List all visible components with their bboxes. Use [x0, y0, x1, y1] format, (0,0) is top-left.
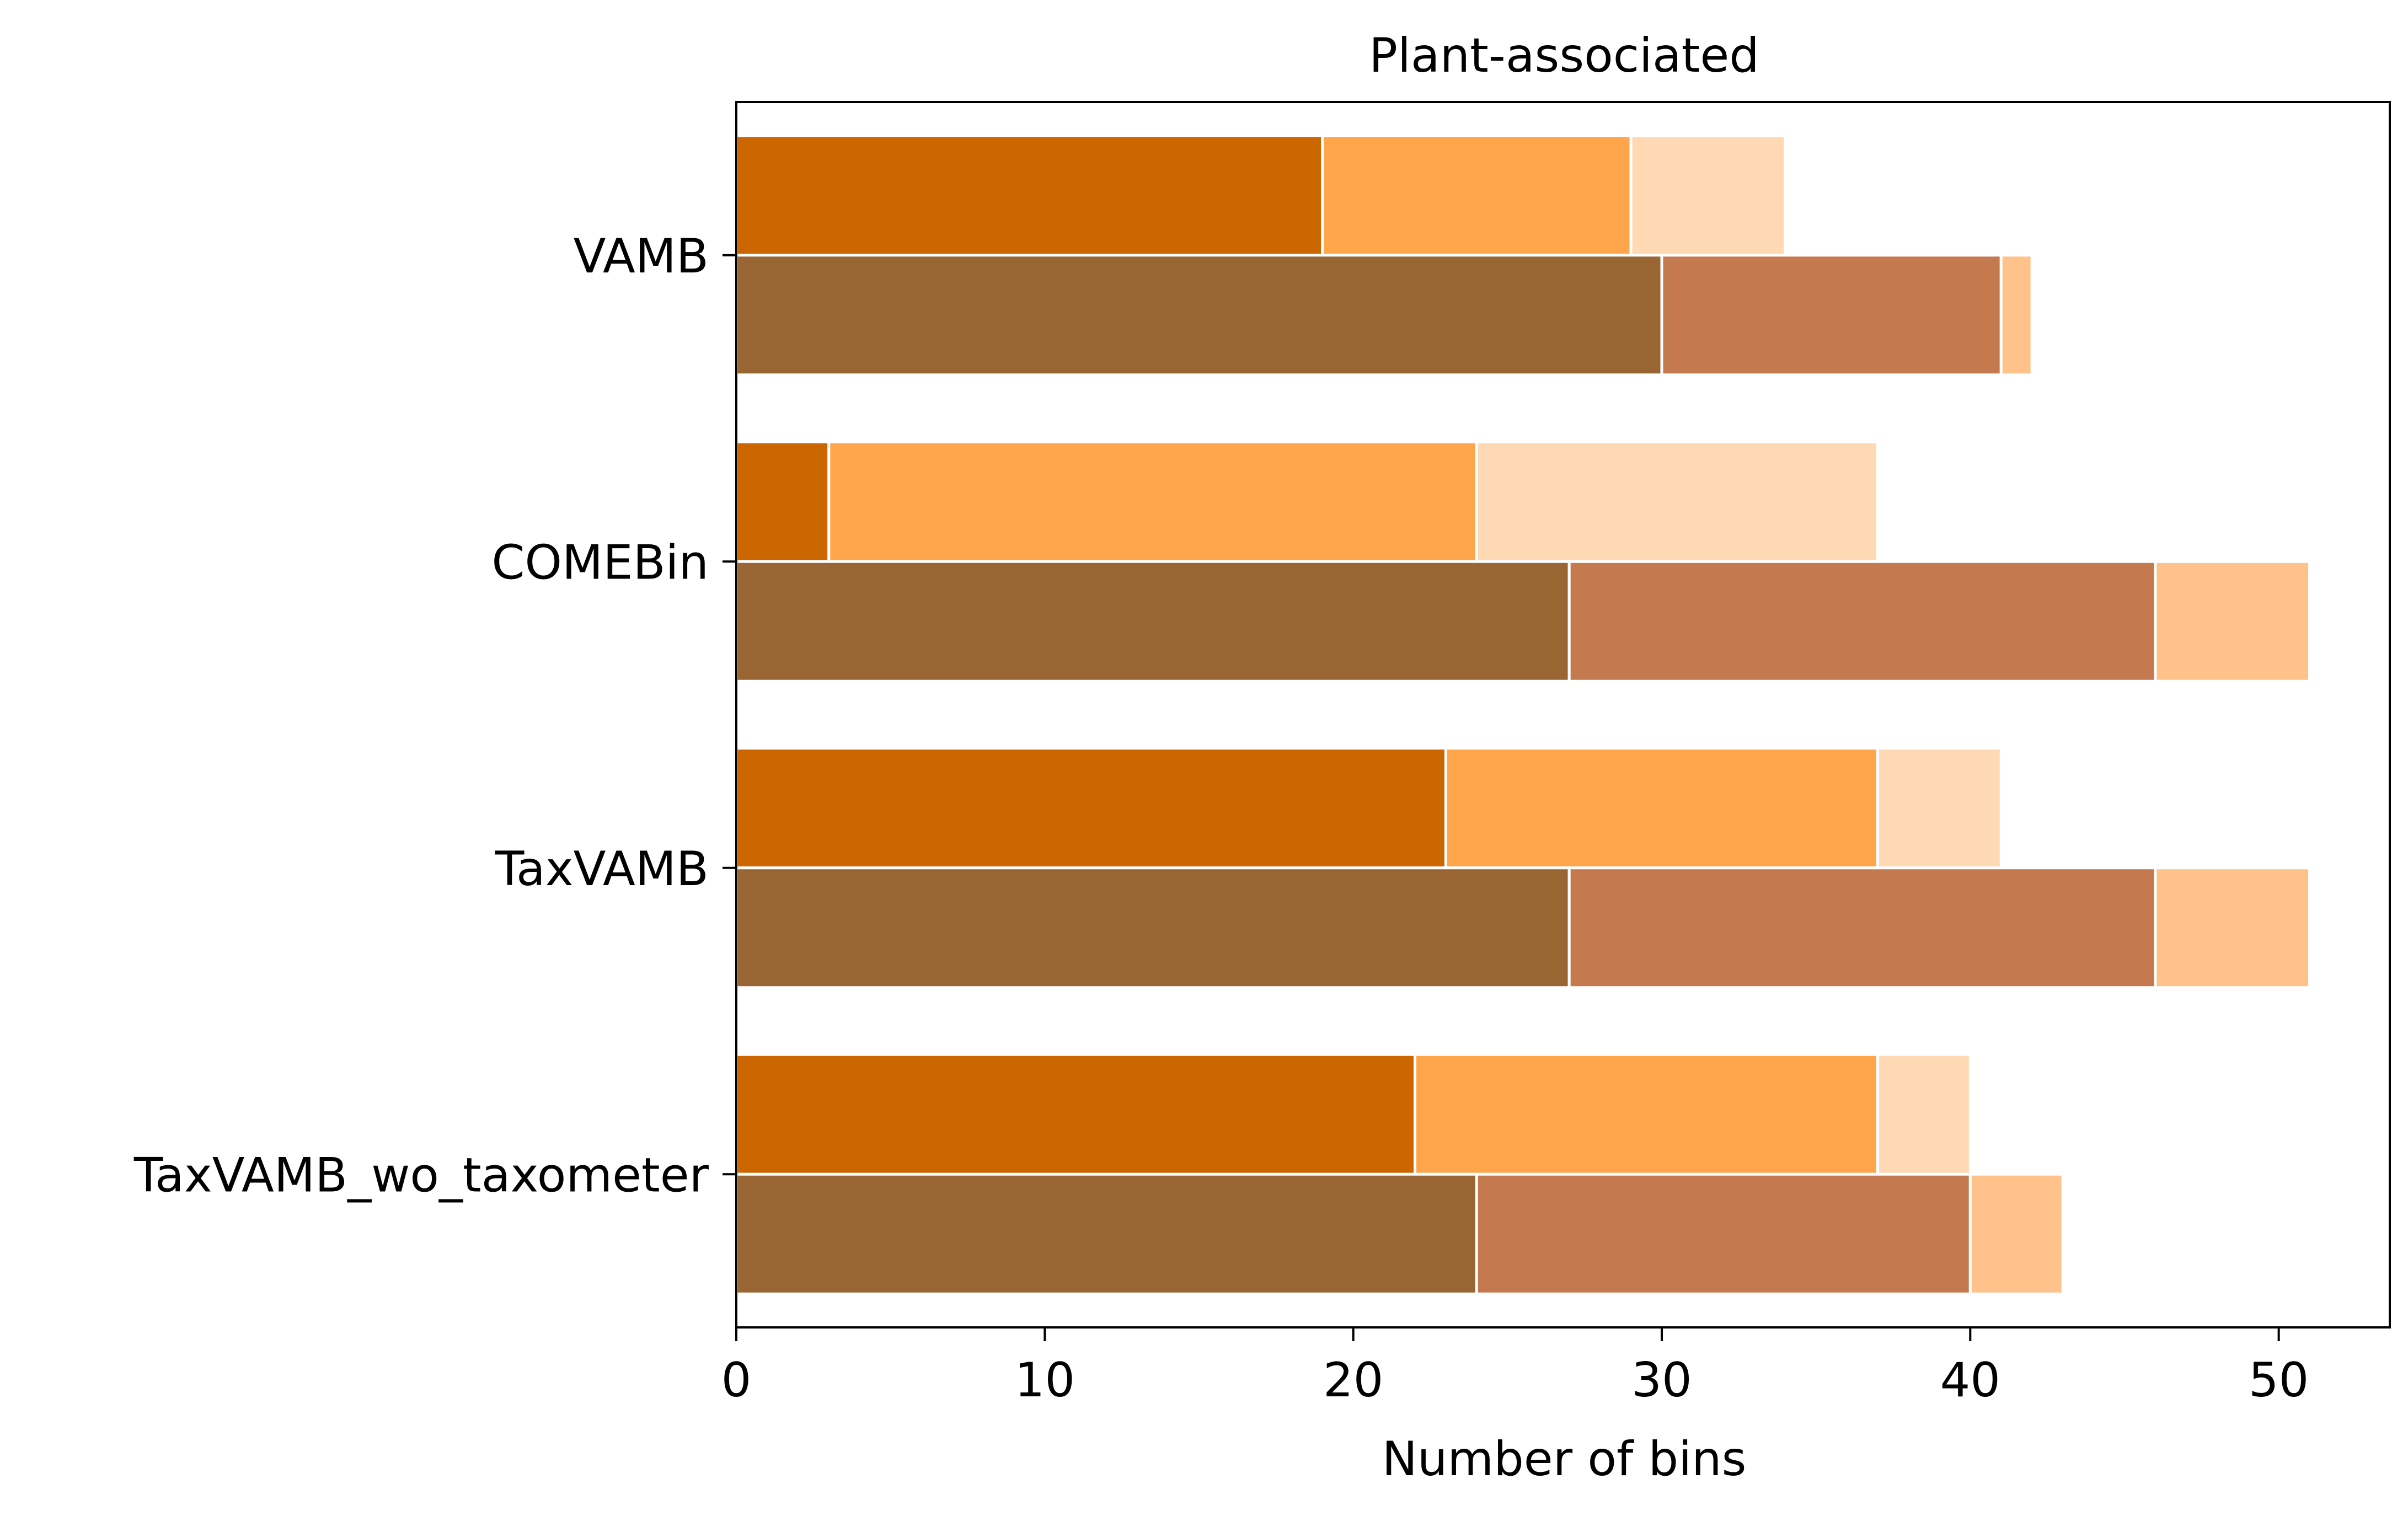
x-axis: 0 10 20 30 40 50 [721, 1327, 2309, 1408]
bar-vamb-upper-segment-3 [1629, 134, 1787, 257]
bar-vamb-lower-segment-3 [1999, 254, 2034, 377]
bar-comebin-lower-segment-2 [1567, 560, 2157, 683]
x-tick-label-40: 40 [1940, 1353, 2000, 1408]
y-tick-label-taxvamb: TaxVAMB [495, 842, 709, 897]
plot-frame [735, 101, 2391, 1328]
bar-comebin-lower-segment-1 [735, 560, 1571, 683]
bar-taxvamb-lower-segment-2 [1567, 866, 2157, 989]
bar-taxvamb-upper-segment-1 [735, 747, 1447, 870]
x-tick-label-30: 30 [1631, 1353, 1692, 1408]
y-tick-label-comebin: COMEBin [491, 535, 709, 590]
bar-taxvamb-wo-taxometer-upper-segment-1 [735, 1053, 1417, 1176]
bar-vamb-lower-segment-1 [735, 254, 1663, 377]
x-tick-label-50: 50 [2249, 1353, 2309, 1408]
bar-taxvamb-lower-segment-1 [735, 866, 1571, 989]
bar-taxvamb-wo-taxometer-lower-segment-3 [1968, 1172, 2064, 1295]
y-tick-label-taxvamb-wo-taxometer: TaxVAMB_wo_taxometer [133, 1148, 709, 1203]
bar-vamb-lower-segment-2 [1660, 254, 2003, 377]
bars-group [735, 134, 2311, 1295]
bar-vamb-upper-segment-2 [1321, 134, 1633, 257]
bar-taxvamb-wo-taxometer-lower-segment-1 [735, 1172, 1478, 1295]
bar-comebin-upper-segment-2 [827, 440, 1478, 563]
bar-taxvamb-wo-taxometer-lower-segment-2 [1475, 1172, 1972, 1295]
bar-comebin-upper-segment-3 [1475, 440, 1880, 563]
bar-taxvamb-wo-taxometer-upper-segment-2 [1414, 1053, 1880, 1176]
bar-taxvamb-upper-segment-2 [1444, 747, 1880, 870]
bar-taxvamb-upper-segment-3 [1876, 747, 2003, 870]
bar-comebin-upper-segment-1 [735, 440, 831, 563]
chart-title: Plant-associated [1369, 28, 1759, 83]
bar-vamb-upper-segment-1 [735, 134, 1324, 257]
x-tick-label-0: 0 [721, 1353, 752, 1408]
y-tick-label-vamb: VAMB [574, 229, 709, 284]
x-axis-label: Number of bins [1382, 1432, 1747, 1487]
x-tick-label-10: 10 [1015, 1353, 1075, 1408]
x-tick-label-20: 20 [1323, 1353, 1383, 1408]
bar-taxvamb-wo-taxometer-upper-segment-3 [1876, 1053, 1972, 1176]
bar-comebin-lower-segment-3 [2154, 560, 2311, 683]
bar-taxvamb-lower-segment-3 [2154, 866, 2311, 989]
y-axis: VAMB COMEBin TaxVAMB TaxVAMB_wo_taxometer [133, 229, 736, 1203]
